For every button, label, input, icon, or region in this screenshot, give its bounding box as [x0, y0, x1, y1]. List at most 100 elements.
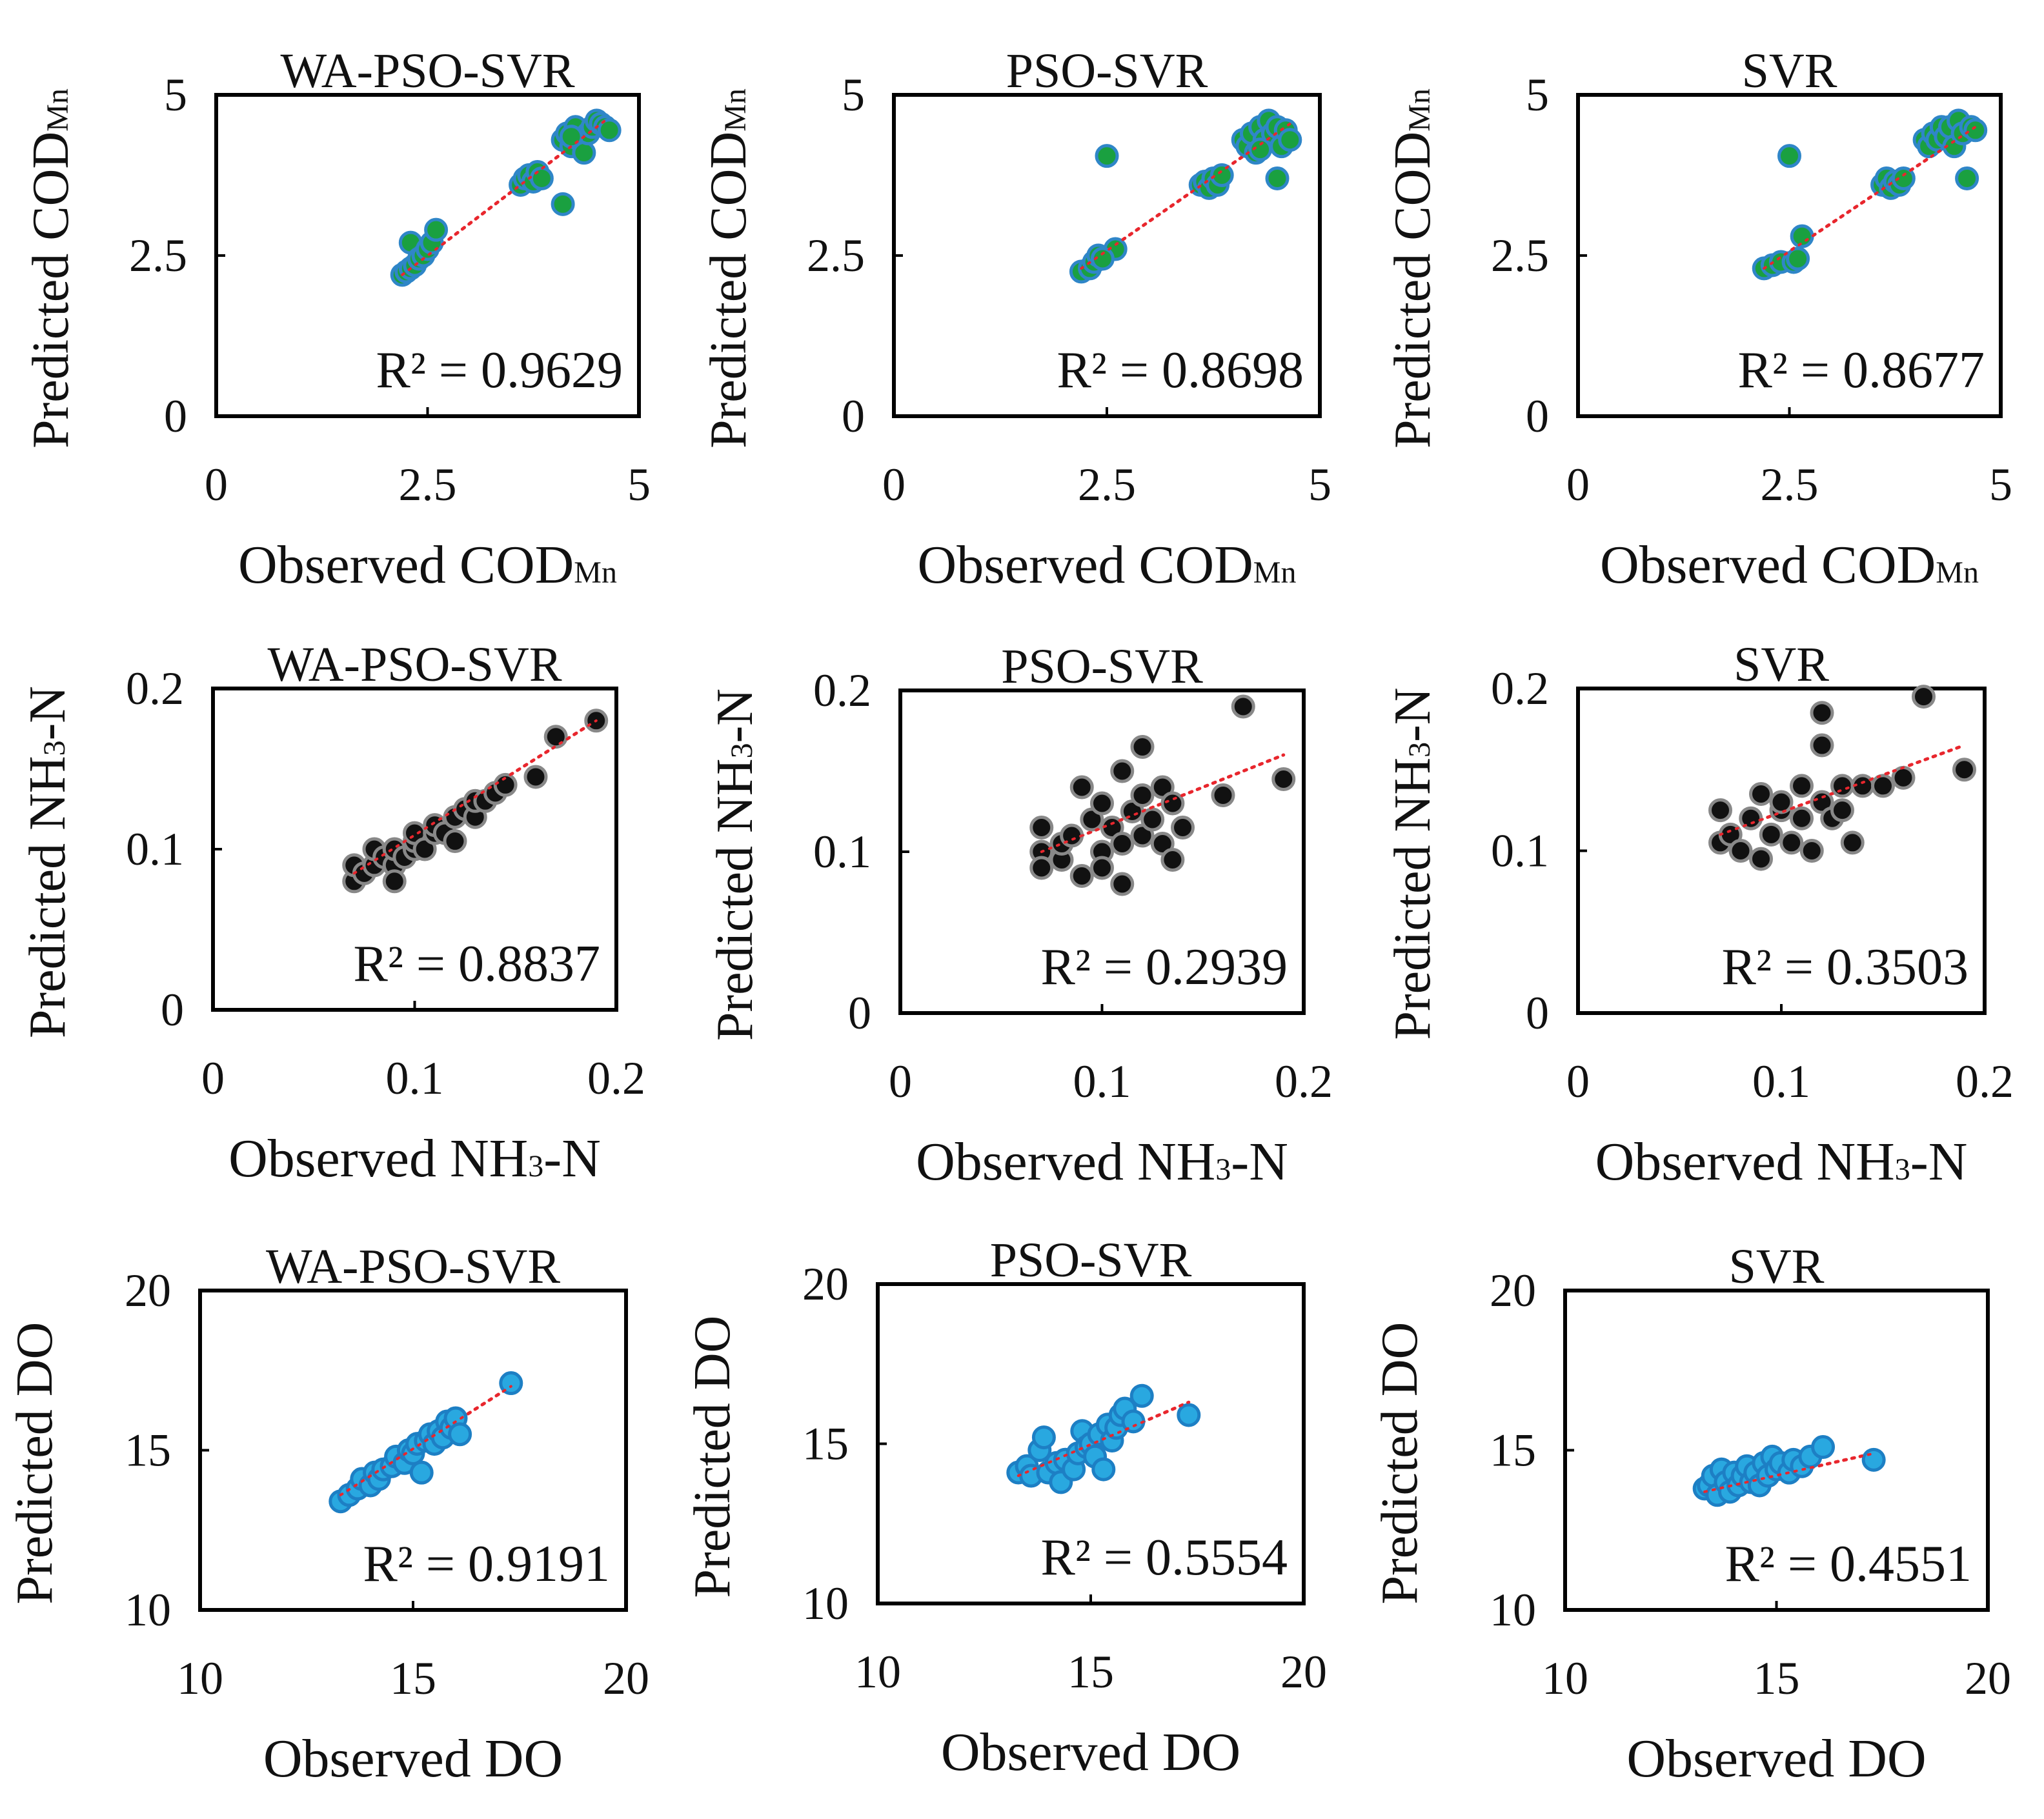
y-tick-label: 10: [1490, 1584, 1536, 1636]
x-tick-label: 0: [1566, 1056, 1590, 1107]
r-squared-label: R² = 0.8677: [1738, 342, 1985, 399]
trend-line-overlay: [1703, 1452, 1876, 1493]
x-tick-label: 20: [603, 1653, 649, 1704]
y-tick-label: 20: [125, 1265, 171, 1316]
x-tick-label: 10: [1542, 1653, 1588, 1704]
x-axis-label-main: Observed DO: [263, 1729, 563, 1789]
r-squared-label: R² = 0.3503: [1722, 939, 1968, 996]
x-tick-label: 0: [201, 1052, 225, 1104]
data-point: [1177, 1403, 1201, 1427]
x-axis-label: Observed DO: [941, 1722, 1240, 1782]
y-axis-label-main: Predicted COD: [1384, 132, 1441, 448]
data-point: [382, 869, 407, 894]
data-point: [1091, 1457, 1116, 1482]
data-point: [1963, 118, 1988, 143]
data-point: [499, 1371, 523, 1396]
data-point: [1952, 758, 1976, 782]
y-tick-label: 5: [842, 69, 865, 121]
y-axis-label-main: Predicted DO: [6, 1322, 63, 1605]
x-tick-label: 2.5: [1761, 459, 1819, 510]
chart-title: SVR: [1742, 44, 1837, 98]
data-point: [1790, 806, 1814, 830]
x-tick-label: 15: [1754, 1653, 1800, 1704]
y-axis-label: Predicted NH3-N: [707, 688, 764, 1041]
chart-title: PSO-SVR: [1006, 44, 1208, 98]
x-axis-label-subscript: 3: [528, 1149, 543, 1183]
data-point: [1891, 166, 1916, 190]
x-axis-label: Observed NH3-N: [916, 1132, 1288, 1192]
r-squared-label: R² = 0.9191: [363, 1536, 610, 1593]
r-squared-label: R² = 0.2939: [1041, 939, 1288, 996]
data-point: [1799, 839, 1824, 863]
x-tick-label: 0.1: [386, 1052, 444, 1104]
data-point: [1278, 128, 1302, 152]
x-tick-label: 0.2: [1275, 1056, 1333, 1107]
data-point: [1759, 822, 1783, 847]
x-axis-label: Observed NH3-N: [228, 1129, 601, 1189]
data-point: [1029, 816, 1054, 839]
data-point: [1171, 816, 1195, 839]
chart-panel-9: 10 15 20 10 15 20 SVR Observed DO Predicted DO R²…: [1371, 1240, 2011, 1789]
r-squared-label: R² = 0.8837: [354, 936, 600, 992]
y-tick-label: 0: [164, 390, 187, 442]
data-point: [1090, 856, 1114, 880]
data-point: [1090, 246, 1115, 271]
x-axis-label-tail: -N: [1231, 1132, 1288, 1192]
chart-title: PSO-SVR: [1001, 639, 1203, 694]
y-tick-label: 0: [161, 984, 184, 1036]
data-point: [1790, 224, 1814, 248]
y-tick-label: 2.5: [807, 230, 865, 281]
trend-line-overlay: [339, 1385, 512, 1496]
y-tick-label: 0.1: [813, 826, 871, 878]
y-axis-label: Predicted NH3-N: [1384, 687, 1441, 1040]
data-point: [1211, 783, 1235, 807]
chart-panel-8: 10 15 20 10 15 20 PSO-SVR Observed DO Predicted …: [684, 1233, 1327, 1782]
y-axis-label-subscript: 3: [725, 743, 759, 758]
y-axis-label: Predicted CODMn: [1384, 88, 1441, 448]
data-point: [1912, 685, 1936, 709]
x-axis-label: Observed CODMn: [1600, 535, 1979, 595]
x-axis-label: Observed DO: [263, 1729, 563, 1789]
y-axis-label-subscript: 3: [37, 740, 72, 756]
x-axis-label-main: Observed NH: [916, 1132, 1215, 1192]
x-axis-label: Observed DO: [1626, 1729, 1926, 1789]
trend-line-overlay: [1017, 1401, 1190, 1477]
y-tick-label: 2.5: [129, 230, 187, 281]
x-tick-label: 0: [1566, 459, 1590, 510]
x-axis-label: Observed NH3-N: [1595, 1132, 1968, 1192]
y-axis-label-main: Predicted DO: [684, 1316, 741, 1598]
data-point: [1231, 694, 1255, 719]
x-axis-label-tail: -N: [1910, 1132, 1968, 1192]
data-point: [409, 1460, 434, 1485]
y-tick-label: 0.1: [126, 823, 184, 875]
data-point: [1271, 767, 1296, 791]
r-squared-label: R² = 0.9629: [376, 342, 623, 399]
y-axis-label: Predicted DO: [684, 1316, 741, 1598]
y-tick-label: 10: [802, 1578, 849, 1629]
trend-line-overlay: [1719, 744, 1966, 836]
y-axis-label-subscript: Mn: [1402, 88, 1437, 132]
y-axis-label: Predicted NH3-N: [19, 686, 76, 1038]
data-point: [1786, 246, 1810, 271]
x-axis-label: Observed CODMn: [918, 535, 1297, 595]
data-point: [1130, 783, 1155, 807]
data-point: [1209, 163, 1234, 187]
x-tick-label: 0: [889, 1056, 912, 1107]
y-tick-label: 20: [802, 1258, 849, 1310]
trend-line-overlay: [1080, 122, 1291, 270]
x-tick-label: 0.1: [1752, 1056, 1810, 1107]
data-point: [1830, 774, 1854, 798]
data-point: [1110, 832, 1135, 856]
data-point: [597, 118, 622, 143]
data-point: [1031, 1425, 1056, 1450]
x-axis-label-main: Observed COD: [1600, 535, 1936, 595]
y-tick-label: 15: [125, 1425, 171, 1476]
data-point: [424, 217, 449, 242]
y-axis-label: Predicted CODMn: [23, 88, 79, 448]
data-point: [1769, 790, 1794, 814]
chart-title: SVR: [1729, 1240, 1825, 1294]
